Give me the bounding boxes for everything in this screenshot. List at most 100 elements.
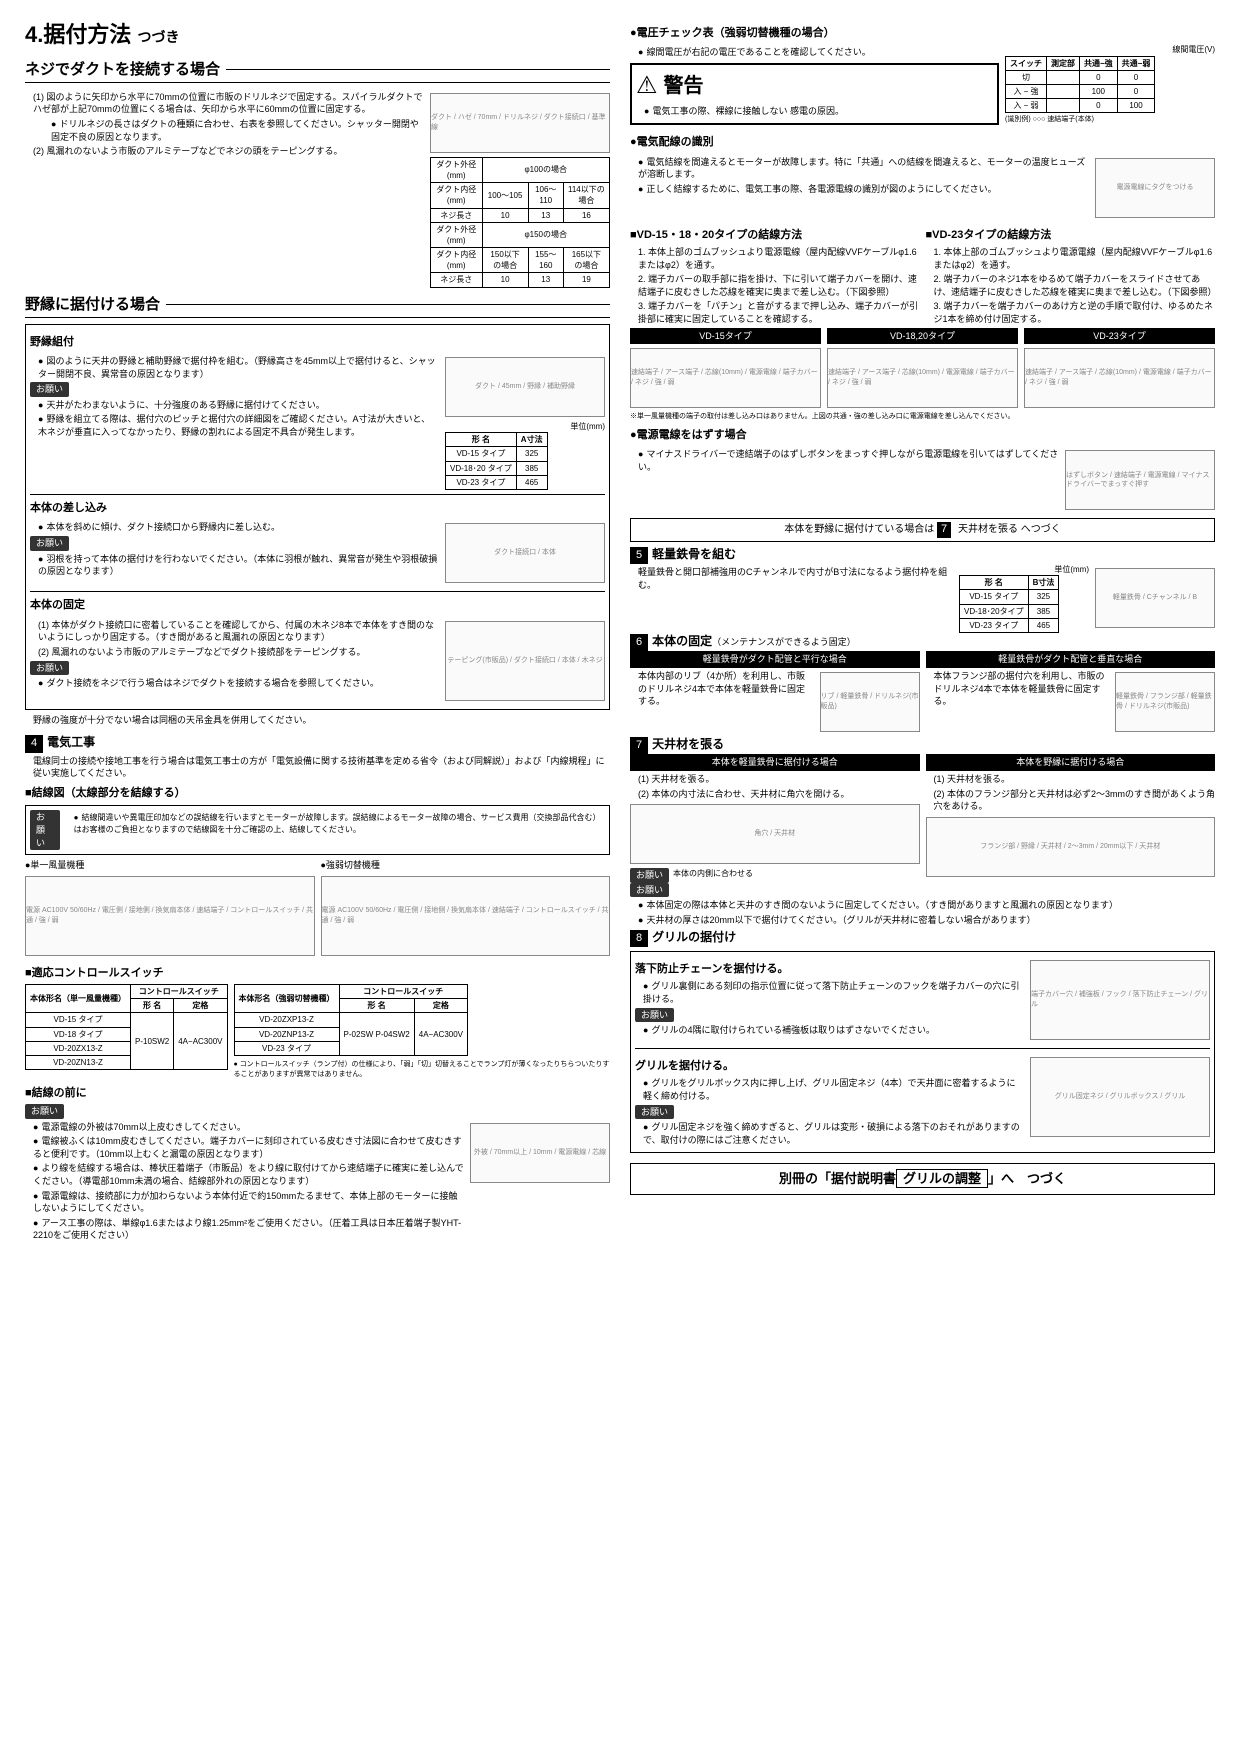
warn-text: 電気工事の際、裸線に接触しない 感電の原因。 (644, 105, 993, 118)
vtable-note: (識別例) ○○○ 速結端子(本体) (1005, 115, 1215, 125)
joist-sub2: 本体の差し込み (30, 501, 605, 516)
bw-n1: 電線被ふくは10mm皮むきしてください。端子カバーに刻印されている皮むき寸法図に… (33, 1135, 464, 1160)
joist-diagram1: ダクト / 45mm / 野縁 / 補助野縁 (445, 357, 605, 417)
insert-diagram: ダクト接続口 / 本体 (445, 523, 605, 583)
voltage-table: スイッチ測定部共通−強共通−弱 切00 入 − 強1000 入 − 弱0100 (1005, 56, 1155, 114)
wt-15: VD-15タイプ (630, 328, 821, 345)
onega-5: お願い (25, 1104, 64, 1119)
onega-7: お願い (630, 868, 669, 883)
sec-a-bullet: ドリルネジの長さはダクトの種類に合わせ、右表を参照してください。シャッター開閉や… (51, 118, 424, 143)
sec8-s2t: グリルを据付ける。 (635, 1059, 1024, 1074)
warning-box: ⚠ 警告 電気工事の際、裸線に接触しない 感電の原因。 (630, 63, 999, 125)
switch-table-a: 本体形名（単一風量機種）コントロールスイッチ 形 名定格 VD-15 タイプP-… (25, 984, 228, 1070)
switch-note: ● コントロールスイッチ（ランプ付）の仕様により、「弱」「切」切替えることでラン… (234, 1060, 611, 1080)
sec7-t12: (2) 本体の内寸法に合わせ、天井材に角穴を開ける。 (638, 788, 920, 801)
sec-a-item1: (1) 図のように矢印から水平に70mmの位置に市販のドリルネジで固定する。スパ… (33, 91, 424, 116)
switch-title: ■適応コントロールスイッチ (25, 966, 610, 981)
sec6-t1: 本体内部のリブ（4か所）を利用し、市販のドリルネジ4本で本体を軽量鉄骨に固定する… (638, 670, 814, 708)
wd-23: 速結端子 / アース端子 / 芯線(10mm) / 電源電線 / 端子カバー /… (1024, 348, 1215, 408)
sec-screw-duct: ネジでダクトを接続する場合 (25, 59, 610, 83)
sec6-header: 6本体の固定（メンテナンスができるよう固定） (630, 633, 1215, 651)
circuit1: 電源 AC100V 50/60Hz / 電圧側 / 接地側 / 換気扇本体 / … (25, 876, 315, 956)
bottom-note: 野縁の強度が十分でない場合は同梱の天吊金具を併用してください。 (33, 714, 610, 727)
bw-n4: アース工事の際は、単線φ1.6またはより線1.25mm²をご使用ください。（圧着… (33, 1217, 464, 1242)
w-s2: 2. 端子カバーの取手部に指を掛け、下に引いて端子カバーを開け、速結端子に皮むき… (638, 273, 920, 298)
sec7-t11: (1) 天井材を張る。 (638, 773, 920, 786)
vcheck-text: 線間電圧が右記の電圧であることを確認してください。 (638, 46, 999, 59)
wd-15: 速結端子 / アース端子 / 芯線(10mm) / 電源電線 / 端子カバー /… (630, 348, 821, 408)
body-insert: 本体を斜めに傾け、ダクト接続口から野縁内に差し込む。 (38, 521, 439, 534)
haisen-diagram: 電源電線にタグをつける (1095, 158, 1215, 218)
switch-table-b: 本体形名（強弱切替機種）コントロールスイッチ 形 名定格 VD-20ZXP13-… (234, 984, 469, 1056)
screw-length-table: ダクト外径(mm)φ100の場合 ダクト内径(mm)100～105106～110… (430, 157, 610, 288)
onega-label3: お願い (30, 661, 69, 676)
hazusu-title: ●電源電線をはずす場合 (630, 428, 1215, 443)
sec5-header: 5軽量鉄骨を組む (630, 546, 1215, 564)
sec8-s1b: グリル裏側にある刻印の指示位置に従って落下防止チェーンのフックを端子カバーの穴に… (643, 980, 1024, 1005)
sec5-diagram: 軽量鉄骨 / Cチャンネル / B (1095, 568, 1215, 628)
a-dim-table: 形 名A寸法 VD-15 タイプ325 VD-18･20 タイプ385 VD-2… (445, 432, 548, 490)
sec6-t2: 本体フランジ部の据付穴を利用し、市販のドリルネジ4本で本体を軽量鉄骨に固定する。 (934, 670, 1110, 708)
fix-note: ダクト接続をネジで行う場合はネジでダクトを接続する場合を参照してください。 (38, 677, 439, 690)
wiring-title: ■結線図（太線部分を結線する） (25, 786, 610, 801)
fix-2: (2) 風漏れのないよう市販のアルミテープなどでダクト接続部をテーピングする。 (38, 646, 439, 659)
sec8-header: 8グリルの据付け (630, 929, 1215, 947)
v-unit: 線間電圧(V) (1005, 44, 1215, 55)
bw-n0: 電源電線の外被は70mm以上皮むきしてください。 (33, 1121, 464, 1134)
sec8-s1n: グリルの4隅に取付けられている補強板は取りはずさないでください。 (643, 1024, 1024, 1037)
unit-label: 単位(mm) (445, 421, 605, 432)
onega-8a: お願い (635, 1008, 674, 1023)
vcheck-title: ●電圧チェック表（強弱切替機種の場合） (630, 26, 1215, 41)
bw-n3: 電源電線は、接続部に力が加わらないよう本体付近で約150mmたるませて、本体上部… (33, 1190, 464, 1215)
duct-diagram: ダクト / ハゼ / 70mm / ドリルネジ / ダクト接続口 / 基準線 (430, 93, 610, 153)
warning-icon: ⚠ (636, 69, 658, 103)
sec4-header: 4電気工事 (25, 734, 610, 752)
type1-label: ●単一風量機種 (25, 859, 315, 872)
w-s3: 3. 端子カバーを「パチン」と音がするまで押し込み、端子カバーが引掛部に確実に固… (638, 300, 920, 325)
onega-label: お願い (30, 382, 69, 397)
w23-s2: 2. 端子カバーのネジ1本をゆるめて端子カバーをスライドさせてあけ、速結端子に皮… (934, 273, 1216, 298)
wt-1820: VD-18,20タイプ (827, 328, 1018, 345)
sec7-t22: (2) 本体のフランジ部分と天井材は必ず2～3mmのすき間があくよう角穴をあける… (934, 788, 1216, 813)
fix-1: (1) 本体がダクト接続口に密着していることを確認してから、付属の木ネジ8本で本… (38, 619, 439, 644)
type2-label: ●強弱切替機種 (321, 859, 611, 872)
sec8-s2b: グリルをグリルボックス内に押し上げ、グリル固定ネジ（4本）で天井面に密着するよう… (643, 1077, 1024, 1102)
sec-joist: 野縁に据付ける場合 (25, 294, 610, 318)
footer-link: 別冊の「据付説明書グリルの調整」へ つづく (630, 1163, 1215, 1195)
onega-4: お願い (30, 810, 60, 850)
onega-7b: お願い (630, 883, 669, 898)
continue-line: 本体を野縁に据付けている場合は 7 天井材を張る へつづく (630, 518, 1215, 541)
onega-label2: お願い (30, 536, 69, 551)
sec6-h2: 軽量鉄骨がダクト配管と垂直な場合 (926, 651, 1216, 668)
joist-n2: 野縁を組立てる際は、据付穴のピッチと据付穴の詳細図をご確認ください。A寸法が大き… (38, 413, 439, 438)
haisen-b1: 電気結線を間違えるとモーターが故障します。特に「共通」への結線を間違えると、モー… (638, 156, 1089, 181)
wiring-23-title: ■VD-23タイプの結線方法 (926, 228, 1216, 243)
sec7-ns: 本体の内側に合わせる (673, 868, 753, 883)
sec6-h1: 軽量鉄骨がダクト配管と平行な場合 (630, 651, 920, 668)
sec4-intro: 電線同士の接続や接地工事を行う場合は電気工事士の方が「電気設備に関する技術基準を… (33, 755, 610, 780)
sec8-s1t: 落下防止チェーンを据付ける。 (635, 962, 1024, 977)
sec8-d1: 端子カバー穴 / 補強板 / フック / 落下防止チェーン / グリル (1030, 960, 1210, 1040)
wd-1820: 速結端子 / アース端子 / 芯線(10mm) / 電源電線 / 端子カバー /… (827, 348, 1018, 408)
sec7-n1: 天井材の厚さは20mm以下で据付けてください。（グリルが天井材に密着しない場合が… (638, 914, 1215, 927)
sec5-unit: 単位(mm) (959, 564, 1089, 575)
wiring-15-title: ■VD-15・18・20タイプの結線方法 (630, 228, 920, 243)
sec7-d1: 角穴 / 天井材 (630, 804, 920, 864)
sec6-d1: リブ / 軽量鉄骨 / ドリルネジ(市販品) (820, 672, 920, 732)
joist-sub3: 本体の固定 (30, 598, 605, 613)
wt-23: VD-23タイプ (1024, 328, 1215, 345)
sec7-header: 7天井材を張る (630, 736, 1215, 754)
sec8-s2n: グリル固定ネジを強く締めすぎると、グリルは変形・破損による落下のおそれがあります… (643, 1121, 1024, 1146)
sec6-d2: 軽量鉄骨 / フランジ部 / 軽量鉄骨 / ドリルネジ(市販品) (1115, 672, 1215, 732)
joist-b1: 図のように天井の野縁と補助野縁で据付枠を組む。（野縁高さを45mm以上で据付ける… (38, 355, 439, 380)
page-title: 4.据付方法 つづき (25, 20, 610, 51)
hazusu-text: マイナスドライバーで速結端子のはずしボタンをまっすぐ押しながら電源電線を引いては… (638, 448, 1059, 473)
circuit2: 電源 AC100V 50/60Hz / 電圧側 / 接地側 / 換気扇本体 / … (321, 876, 611, 956)
w23-s3: 3. 端子カバーを端子カバーのあけ方と逆の手順で取付け、ゆるめたネジ1本を締め付… (934, 300, 1216, 325)
wiring-warn: 結線間違いや異電圧印加などの誤結線を行いますとモーターが故障します。誤結線による… (74, 812, 605, 834)
sec-a-item2: (2) 風漏れのないよう市販のアルミテープなどでネジの頭をテーピングする。 (33, 145, 424, 158)
b-dim-table: 形 名B寸法 VD-15 タイプ325 VD-18･20タイプ385 VD-23… (959, 575, 1059, 633)
sec7-d2: フランジ部 / 野縁 / 天井材 / 2〜3mm / 20mm以下 / 天井材 (926, 817, 1216, 877)
sec7-t21: (1) 天井材を張る。 (934, 773, 1216, 786)
w23-s1: 1. 本体上部のゴムブッシュより電源電線（屋内配線VVFケーブルφ1.6またはφ… (934, 246, 1216, 271)
